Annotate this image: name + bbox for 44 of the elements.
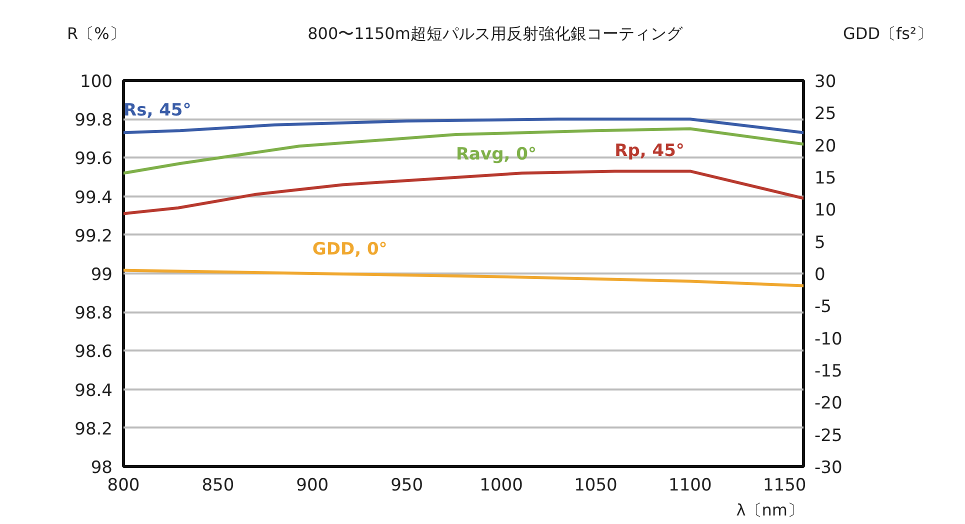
line-series	[124, 118, 804, 134]
y2-tick-label: -30	[814, 458, 842, 478]
series-label: GDD, 0°	[312, 240, 388, 260]
y2-tick-label: 25	[814, 104, 836, 124]
x-tick-label: 1000	[480, 476, 523, 496]
y-tick-label: 98	[90, 458, 113, 478]
y-axis-title: R〔%〕	[67, 23, 126, 45]
y2-tick-label: 30	[814, 72, 836, 92]
x-tick-label: 1100	[668, 476, 712, 496]
y2-tick-label: 20	[814, 136, 836, 156]
y-tick-label: 100	[80, 72, 113, 92]
line-series	[124, 170, 804, 216]
chart-title: 800〜1150m超短パルス用反射強化銀コーティング	[308, 23, 682, 45]
x-tick-label: 1050	[574, 476, 618, 496]
y-tick-label: 99.8	[74, 110, 113, 131]
y2-tick-label: -20	[814, 394, 842, 414]
y-tick-label: 98.8	[74, 304, 113, 324]
y-tick-label: 99.2	[74, 226, 113, 246]
line-series	[124, 127, 804, 175]
y2-tick-label: 0	[814, 265, 826, 285]
y-tick-label: 99	[90, 265, 113, 285]
x-tick-label: 850	[202, 476, 234, 496]
y-tick-label: 98.4	[74, 380, 113, 401]
x-axis-title: λ〔nm〕	[736, 500, 804, 520]
y2-axis-title: GDD〔fs²〕	[843, 23, 932, 45]
y2-tick-label: -15	[814, 362, 842, 382]
x-tick-label: 1150	[762, 476, 806, 496]
x-tick-label: 900	[296, 476, 329, 496]
y2-tick-label: 15	[814, 168, 836, 188]
line-series	[124, 268, 804, 288]
series-label: Ravg, 0°	[456, 144, 536, 165]
x-tick-label: 950	[390, 476, 424, 496]
y2-tick-label: 5	[814, 232, 826, 253]
y2-tick-label: -5	[814, 297, 832, 318]
series-label: Rs, 45°	[124, 100, 192, 121]
y-tick-label: 99.4	[74, 188, 113, 208]
y-tick-label: 98.2	[74, 419, 113, 440]
y2-tick-label: -25	[814, 426, 842, 446]
y-tick-label: 99.6	[74, 149, 113, 170]
x-tick-label: 800	[107, 476, 140, 496]
y2-tick-label: -10	[814, 329, 842, 350]
y2-tick-label: 10	[814, 200, 836, 221]
series-label: Rp, 45°	[614, 141, 684, 162]
y-tick-label: 98.6	[74, 342, 113, 362]
